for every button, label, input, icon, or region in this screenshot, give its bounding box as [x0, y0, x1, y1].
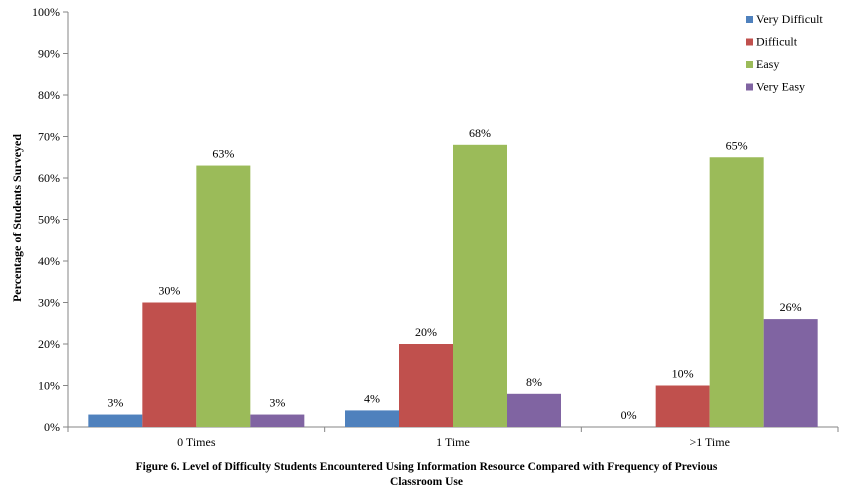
- data-label: 30%: [158, 284, 180, 298]
- data-label: 8%: [526, 375, 542, 389]
- legend-label: Easy: [756, 57, 779, 71]
- legend-label: Very Difficult: [756, 12, 823, 26]
- bar-difficult: [142, 302, 197, 427]
- bar-difficult: [655, 385, 710, 427]
- bar-very-difficult: [345, 410, 399, 427]
- legend-label: Difficult: [756, 35, 798, 49]
- y-tick-label: 50%: [38, 213, 60, 227]
- data-label: 4%: [364, 391, 380, 405]
- data-label: 68%: [469, 126, 491, 140]
- y-tick-label: 30%: [38, 296, 60, 310]
- bar-very-difficult: [88, 414, 143, 427]
- legend-swatch: [746, 83, 753, 91]
- data-label: 20%: [415, 325, 437, 339]
- y-tick-label: 20%: [38, 337, 60, 351]
- bar-difficult: [399, 344, 453, 427]
- bar-very-easy: [507, 393, 561, 427]
- category-labels: 0 Times 1 Time >1 Time: [177, 435, 730, 449]
- bar-series: [88, 144, 818, 428]
- y-axis-ticks: 0% 10% 20% 30% 40% 50% 60% 70% 80% 90% 100%: [32, 5, 68, 434]
- category-label: 0 Times: [177, 435, 216, 449]
- caption-line-1: Figure 6. Level of Difficulty Students E…: [135, 461, 718, 473]
- caption-line-2: Classroom Use: [390, 476, 463, 488]
- category-label: 1 Time: [436, 435, 470, 449]
- figure-caption: Figure 6. Level of Difficulty Students E…: [0, 460, 853, 490]
- data-label: 26%: [780, 300, 802, 314]
- legend-swatch: [746, 38, 753, 46]
- data-label: 10%: [672, 367, 694, 381]
- bar-easy: [709, 157, 764, 427]
- legend-label: Very Easy: [756, 80, 805, 94]
- y-tick-label: 70%: [38, 130, 60, 144]
- y-tick-label: 100%: [32, 5, 60, 19]
- legend-swatch: [746, 16, 753, 23]
- data-label: 65%: [726, 138, 748, 152]
- y-tick-label: 60%: [38, 171, 60, 185]
- data-labels: 3% 30% 63% 3% 4% 20% 68% 8% 0% 10% 65% 26%: [107, 126, 801, 422]
- legend: Very Difficult Difficult Easy Very Easy: [746, 12, 823, 94]
- y-tick-label: 10%: [38, 379, 60, 393]
- bar-easy: [196, 165, 251, 428]
- data-label: 0%: [621, 408, 637, 422]
- y-tick-label: 90%: [38, 47, 60, 61]
- bar-very-easy: [250, 414, 305, 427]
- bar-very-easy: [763, 319, 818, 427]
- y-tick-label: 40%: [38, 254, 60, 268]
- bar-easy: [453, 144, 507, 428]
- legend-swatch: [746, 61, 753, 68]
- y-tick-label: 0%: [44, 420, 60, 434]
- data-label: 63%: [212, 147, 234, 161]
- data-label: 3%: [107, 396, 123, 410]
- data-label: 3%: [269, 396, 285, 410]
- y-tick-label: 80%: [38, 88, 60, 102]
- y-axis-label: Percentage of Students Surveyed: [10, 134, 24, 302]
- category-label: >1 Time: [689, 435, 729, 449]
